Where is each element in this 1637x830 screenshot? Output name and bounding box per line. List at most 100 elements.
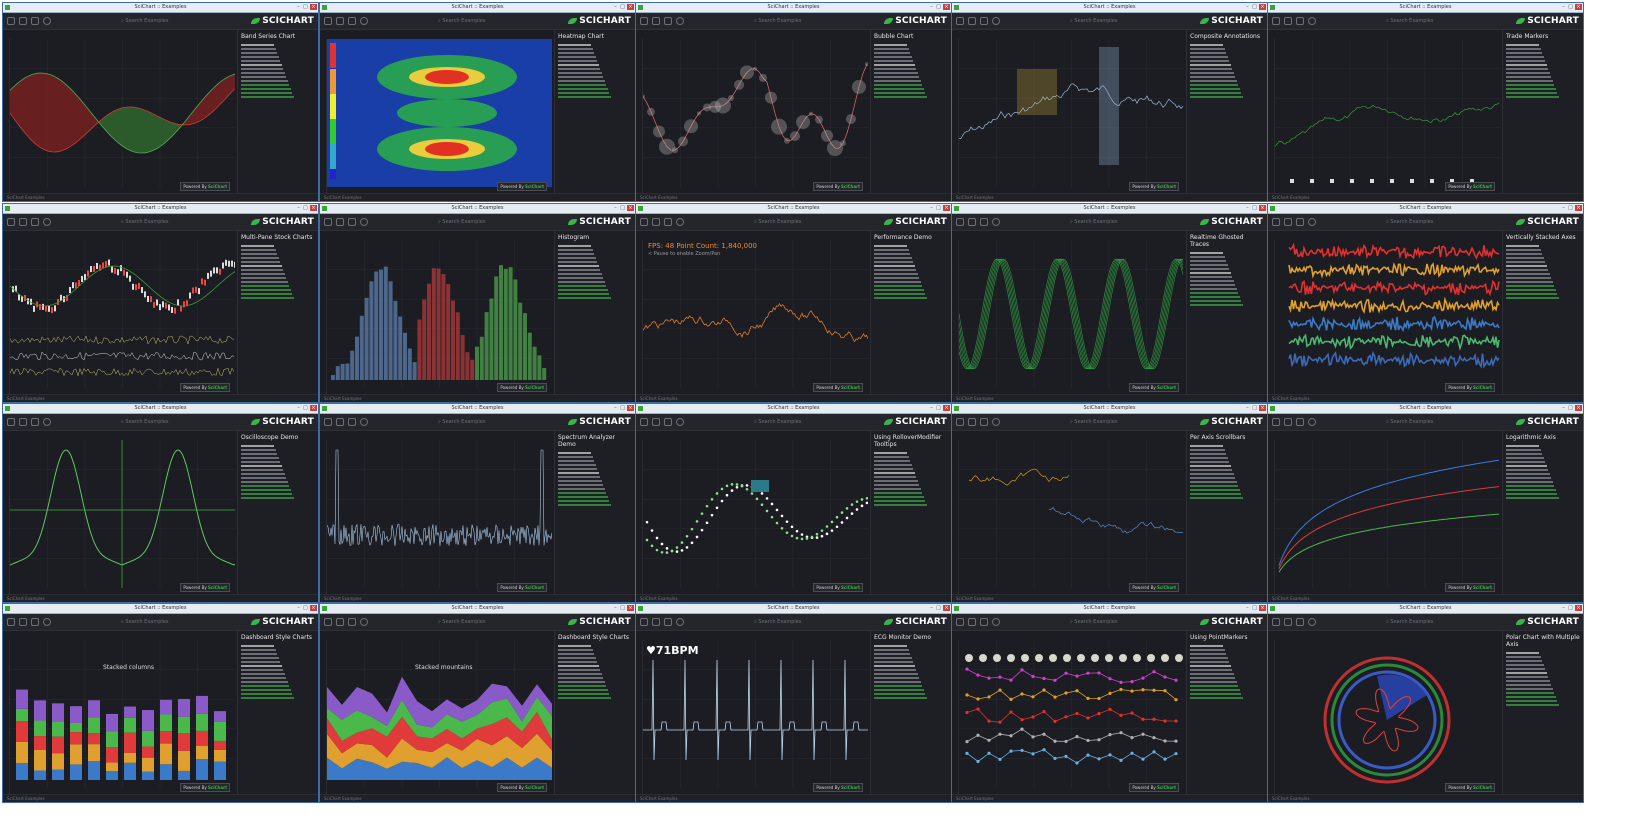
window-titlebar[interactable]: SciChart :: Examples – □ ×: [320, 404, 635, 414]
window-titlebar[interactable]: SciChart :: Examples – □ ×: [636, 404, 951, 414]
forward-icon[interactable]: [664, 418, 672, 426]
forward-icon[interactable]: [31, 17, 39, 25]
chart-area[interactable]: [643, 640, 868, 788]
home-icon[interactable]: [968, 418, 976, 426]
forward-icon[interactable]: [664, 218, 672, 226]
close-button[interactable]: ×: [627, 605, 634, 611]
back-icon[interactable]: [640, 418, 648, 426]
home-icon[interactable]: [336, 418, 344, 426]
search-input[interactable]: ⌕ Search Examples: [1070, 18, 1118, 24]
home-icon[interactable]: [1284, 618, 1292, 626]
chart-area[interactable]: [643, 39, 868, 187]
chart-area[interactable]: [643, 440, 868, 588]
settings-icon[interactable]: [992, 17, 1000, 25]
settings-icon[interactable]: [1308, 418, 1316, 426]
home-icon[interactable]: [336, 618, 344, 626]
home-icon[interactable]: [652, 218, 660, 226]
maximize-button[interactable]: □: [620, 4, 625, 10]
back-icon[interactable]: [640, 618, 648, 626]
forward-icon[interactable]: [980, 17, 988, 25]
minimize-button[interactable]: –: [930, 405, 933, 411]
forward-icon[interactable]: [348, 17, 356, 25]
close-button[interactable]: ×: [627, 205, 634, 211]
chart-area[interactable]: [327, 440, 552, 588]
window-titlebar[interactable]: SciChart :: Examples – □ ×: [952, 404, 1267, 414]
maximize-button[interactable]: □: [620, 605, 625, 611]
minimize-button[interactable]: –: [1246, 4, 1249, 10]
chart-surface[interactable]: [643, 640, 868, 788]
minimize-button[interactable]: –: [1246, 605, 1249, 611]
close-button[interactable]: ×: [310, 205, 317, 211]
maximize-button[interactable]: □: [1568, 405, 1573, 411]
forward-icon[interactable]: [31, 618, 39, 626]
chart-surface[interactable]: [327, 640, 552, 788]
forward-icon[interactable]: [1296, 618, 1304, 626]
close-button[interactable]: ×: [1259, 205, 1266, 211]
back-icon[interactable]: [7, 17, 15, 25]
chart-surface[interactable]: [10, 240, 235, 388]
settings-icon[interactable]: [360, 618, 368, 626]
chart-area[interactable]: [1275, 440, 1500, 588]
minimize-button[interactable]: –: [1246, 205, 1249, 211]
search-input[interactable]: ⌕ Search Examples: [754, 219, 802, 225]
back-icon[interactable]: [7, 618, 15, 626]
chart-surface[interactable]: [643, 440, 868, 588]
back-icon[interactable]: [640, 218, 648, 226]
window-titlebar[interactable]: SciChart :: Examples – □ ×: [1268, 404, 1583, 414]
back-icon[interactable]: [324, 218, 332, 226]
maximize-button[interactable]: □: [303, 4, 308, 10]
search-input[interactable]: ⌕ Search Examples: [438, 18, 486, 24]
window-titlebar[interactable]: SciChart :: Examples – □ ×: [320, 3, 635, 13]
forward-icon[interactable]: [980, 418, 988, 426]
maximize-button[interactable]: □: [936, 205, 941, 211]
minimize-button[interactable]: –: [614, 605, 617, 611]
pause-hint[interactable]: < Pause to enable Zoom/Pan: [648, 251, 721, 257]
chart-surface[interactable]: [959, 640, 1184, 788]
maximize-button[interactable]: □: [1568, 605, 1573, 611]
close-button[interactable]: ×: [627, 405, 634, 411]
close-button[interactable]: ×: [943, 205, 950, 211]
window-titlebar[interactable]: SciChart :: Examples – □ ×: [636, 604, 951, 614]
minimize-button[interactable]: –: [1562, 4, 1565, 10]
home-icon[interactable]: [968, 17, 976, 25]
forward-icon[interactable]: [664, 17, 672, 25]
home-icon[interactable]: [1284, 17, 1292, 25]
settings-icon[interactable]: [992, 418, 1000, 426]
close-button[interactable]: ×: [1575, 605, 1582, 611]
settings-icon[interactable]: [1308, 618, 1316, 626]
chart-area[interactable]: [643, 240, 868, 388]
search-input[interactable]: ⌕ Search Examples: [121, 619, 169, 625]
close-button[interactable]: ×: [1259, 405, 1266, 411]
back-icon[interactable]: [324, 17, 332, 25]
search-input[interactable]: ⌕ Search Examples: [1070, 219, 1118, 225]
forward-icon[interactable]: [31, 218, 39, 226]
maximize-button[interactable]: □: [1568, 4, 1573, 10]
search-input[interactable]: ⌕ Search Examples: [754, 619, 802, 625]
search-input[interactable]: ⌕ Search Examples: [1386, 219, 1434, 225]
maximize-button[interactable]: □: [620, 405, 625, 411]
home-icon[interactable]: [19, 218, 27, 226]
minimize-button[interactable]: –: [614, 405, 617, 411]
chart-area[interactable]: [1275, 39, 1500, 187]
window-titlebar[interactable]: SciChart :: Examples – □ ×: [952, 604, 1267, 614]
maximize-button[interactable]: □: [303, 605, 308, 611]
search-input[interactable]: ⌕ Search Examples: [1070, 619, 1118, 625]
forward-icon[interactable]: [348, 218, 356, 226]
maximize-button[interactable]: □: [1252, 605, 1257, 611]
forward-icon[interactable]: [980, 218, 988, 226]
chart-area[interactable]: [10, 440, 235, 588]
forward-icon[interactable]: [1296, 218, 1304, 226]
home-icon[interactable]: [652, 17, 660, 25]
minimize-button[interactable]: –: [297, 605, 300, 611]
forward-icon[interactable]: [348, 618, 356, 626]
forward-icon[interactable]: [1296, 17, 1304, 25]
search-input[interactable]: ⌕ Search Examples: [754, 18, 802, 24]
window-titlebar[interactable]: SciChart :: Examples – □ ×: [3, 404, 318, 414]
settings-icon[interactable]: [992, 218, 1000, 226]
maximize-button[interactable]: □: [936, 405, 941, 411]
window-titlebar[interactable]: SciChart :: Examples – □ ×: [1268, 604, 1583, 614]
window-titlebar[interactable]: SciChart :: Examples – □ ×: [320, 204, 635, 214]
search-input[interactable]: ⌕ Search Examples: [1386, 18, 1434, 24]
settings-icon[interactable]: [43, 618, 51, 626]
maximize-button[interactable]: □: [303, 205, 308, 211]
